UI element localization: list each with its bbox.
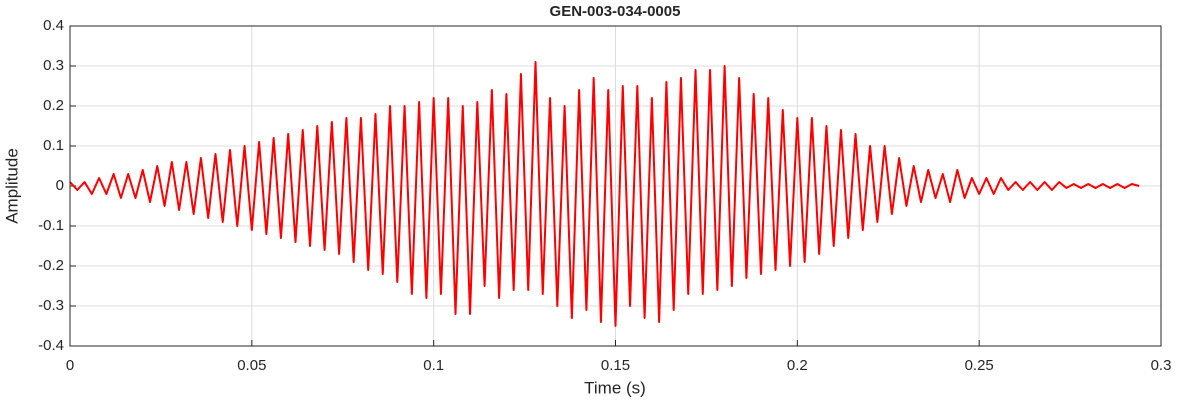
y-tick-label: 0.4 <box>43 17 64 34</box>
waveform-line <box>69 61 1140 327</box>
y-tick-label: -0.4 <box>38 337 64 354</box>
x-tick-label: 0.3 <box>1151 357 1172 374</box>
x-tick-label: 0 <box>66 357 74 374</box>
y-tick-label: -0.3 <box>38 297 64 314</box>
x-tick-label: 0.1 <box>423 357 444 374</box>
y-tick-label: 0.3 <box>43 57 64 74</box>
chart-title: GEN-003-034-0005 <box>550 3 681 20</box>
plot-frame <box>69 25 1162 347</box>
y-tick-label: -0.1 <box>38 217 64 234</box>
x-tick-label: 0.05 <box>237 357 266 374</box>
y-tick-label: 0 <box>56 177 64 194</box>
y-tick-label: -0.2 <box>38 257 64 274</box>
y-tick-label: 0.2 <box>43 97 64 114</box>
x-tick-label: 0.15 <box>601 357 630 374</box>
x-axis-label: Time (s) <box>584 378 646 397</box>
y-tick-label: 0.1 <box>43 137 64 154</box>
x-tick-label: 0.2 <box>787 357 808 374</box>
y-axis-label: Amplitude <box>2 148 21 224</box>
x-tick-label: 0.25 <box>965 357 994 374</box>
